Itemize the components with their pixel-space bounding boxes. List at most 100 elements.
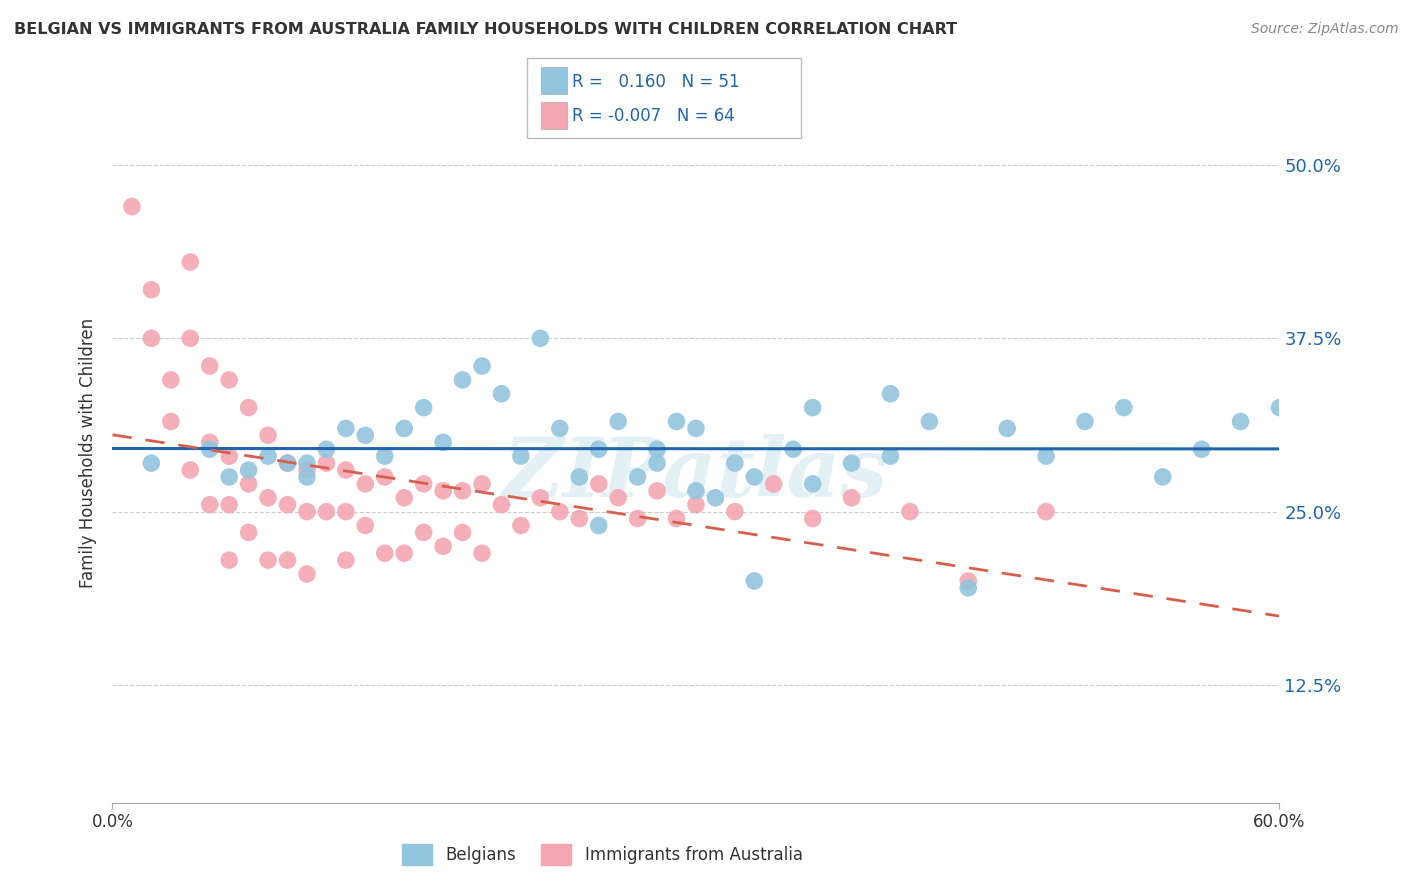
Point: [198, 442, 221, 457]
Point: [1074, 415, 1097, 429]
Point: [238, 525, 260, 540]
Point: [335, 553, 357, 567]
Point: [335, 463, 357, 477]
Point: [238, 476, 260, 491]
Point: [1035, 449, 1057, 463]
Point: [394, 546, 416, 560]
Point: [645, 442, 668, 457]
Text: BELGIAN VS IMMIGRANTS FROM AUSTRALIA FAMILY HOUSEHOLDS WITH CHILDREN CORRELATION: BELGIAN VS IMMIGRANTS FROM AUSTRALIA FAM…: [14, 22, 957, 37]
Point: [1035, 505, 1057, 519]
Text: R = -0.007   N = 64: R = -0.007 N = 64: [572, 107, 735, 125]
Point: [335, 505, 357, 519]
Point: [471, 476, 494, 491]
Point: [354, 518, 377, 533]
Point: [374, 449, 396, 463]
Point: [588, 476, 610, 491]
Point: [295, 470, 318, 484]
Point: [141, 331, 163, 345]
Point: [218, 449, 240, 463]
Point: [879, 386, 901, 401]
Point: [1229, 415, 1251, 429]
Point: [198, 359, 221, 373]
Point: [412, 401, 434, 415]
Point: [548, 505, 571, 519]
Point: [432, 483, 454, 498]
Point: [995, 421, 1018, 435]
Point: [1191, 442, 1213, 457]
Point: [451, 525, 474, 540]
Point: [218, 553, 240, 567]
Point: [568, 511, 591, 525]
Legend: Belgians, Immigrants from Australia: Belgians, Immigrants from Australia: [395, 838, 810, 871]
Point: [276, 456, 298, 470]
Point: [898, 505, 921, 519]
Point: [627, 470, 650, 484]
Point: [1112, 401, 1135, 415]
Point: [762, 476, 785, 491]
Point: [179, 463, 201, 477]
Point: [665, 511, 688, 525]
Point: [471, 546, 494, 560]
Point: [588, 442, 610, 457]
Text: Source: ZipAtlas.com: Source: ZipAtlas.com: [1251, 22, 1399, 37]
Point: [295, 456, 318, 470]
Point: [160, 415, 183, 429]
Point: [354, 428, 377, 442]
Point: [374, 546, 396, 560]
Point: [276, 553, 298, 567]
Point: [412, 476, 434, 491]
Point: [412, 525, 434, 540]
Point: [141, 456, 163, 470]
Point: [218, 373, 240, 387]
Point: [335, 421, 357, 435]
Point: [568, 470, 591, 484]
Point: [685, 498, 707, 512]
Point: [918, 415, 941, 429]
Point: [491, 386, 513, 401]
Point: [1152, 470, 1174, 484]
Point: [801, 476, 824, 491]
Point: [295, 505, 318, 519]
Point: [841, 491, 863, 505]
Point: [627, 511, 650, 525]
Point: [315, 505, 337, 519]
Point: [957, 574, 980, 588]
Y-axis label: Family Households with Children: Family Households with Children: [79, 318, 97, 588]
Point: [295, 567, 318, 582]
Point: [141, 283, 163, 297]
Point: [529, 491, 551, 505]
Point: [451, 373, 474, 387]
Point: [645, 483, 668, 498]
Point: [665, 415, 688, 429]
Point: [879, 449, 901, 463]
Point: [451, 483, 474, 498]
Point: [276, 456, 298, 470]
Point: [744, 574, 766, 588]
Point: [315, 456, 337, 470]
Point: [394, 491, 416, 505]
Point: [276, 498, 298, 512]
Point: [1268, 401, 1291, 415]
Point: [198, 498, 221, 512]
Text: R =   0.160   N = 51: R = 0.160 N = 51: [572, 73, 740, 91]
Point: [121, 200, 143, 214]
Point: [179, 255, 201, 269]
Point: [432, 435, 454, 450]
Point: [374, 470, 396, 484]
Point: [607, 415, 630, 429]
Point: [315, 442, 337, 457]
Point: [257, 428, 280, 442]
Point: [607, 491, 630, 505]
Point: [704, 491, 727, 505]
Point: [491, 498, 513, 512]
Point: [238, 463, 260, 477]
Point: [744, 470, 766, 484]
Point: [295, 463, 318, 477]
Point: [685, 483, 707, 498]
Point: [394, 421, 416, 435]
Point: [509, 518, 531, 533]
Point: [354, 476, 377, 491]
Point: [257, 449, 280, 463]
Point: [218, 498, 240, 512]
Point: [801, 401, 824, 415]
